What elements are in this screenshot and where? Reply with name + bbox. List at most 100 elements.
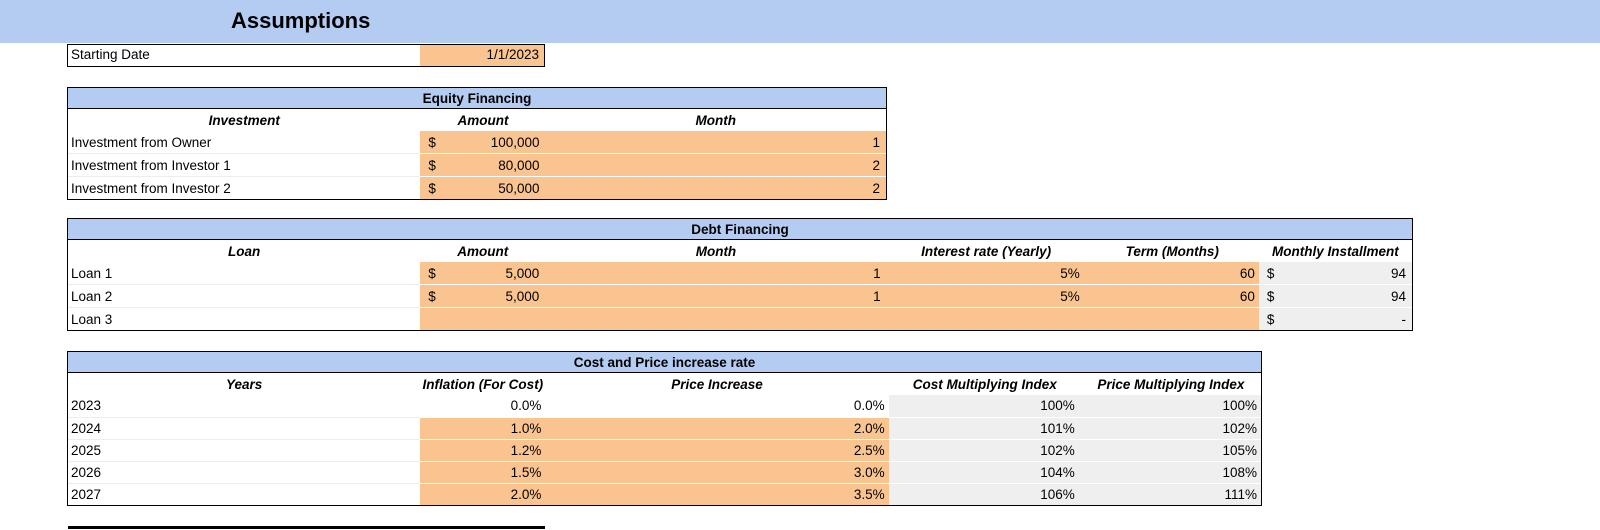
debt-row-1-interest-cell[interactable]: 5% <box>886 262 1086 285</box>
cost-row-2023: 2023 0.0% 0.0% 100% 100% <box>68 395 1261 417</box>
cost-row-2025-cost-index-cell[interactable]: 102% <box>888 438 1081 461</box>
debt-row-3-installment-cell[interactable]: $ - <box>1258 307 1412 330</box>
cost-row-2027: 2027 2.0% 3.5% 106% 111% <box>68 482 1261 505</box>
debt-row-2-interest-cell[interactable]: 5% <box>886 284 1086 308</box>
cost-row-2025: 2025 1.2% 2.5% 102% 105% <box>68 438 1261 461</box>
debt-row-1-installment-cell[interactable]: $94 <box>1258 262 1412 285</box>
debt-row-1-amount-cell[interactable]: $5,000 <box>420 262 546 285</box>
currency-symbol: $ <box>428 134 436 150</box>
cost-row-2023-price-index-cell[interactable]: 100% <box>1080 395 1261 417</box>
debt-col-amount: Amount <box>457 243 509 259</box>
amount-value: 50,000 <box>498 180 540 196</box>
cost-col-price-index: Price Multiplying Index <box>1097 376 1245 392</box>
installment-value: - <box>1401 311 1407 327</box>
equity-row-3-label-cell[interactable]: Investment from Investor 2 <box>68 176 421 199</box>
cost-price-title: Cost and Price increase rate <box>68 352 1261 373</box>
debt-row-2-label-cell[interactable]: Loan 2 <box>68 284 421 308</box>
starting-date-value-cell[interactable]: 1/1/2023 <box>420 45 544 66</box>
debt-row-2-term-cell[interactable]: 60 <box>1085 284 1259 308</box>
currency-symbol: $ <box>428 157 436 173</box>
amount-value: 80,000 <box>498 157 540 173</box>
currency-symbol: $ <box>428 265 436 281</box>
debt-row-3-label-cell[interactable]: Loan 3 <box>68 307 421 330</box>
debt-row-2-amount-cell[interactable]: $5,000 <box>420 284 546 308</box>
equity-column-header-row: Investment Amount Month <box>68 109 886 131</box>
page-title: Assumptions <box>231 8 371 33</box>
cost-row-2024: 2024 1.0% 2.0% 101% 102% <box>68 416 1261 439</box>
amount-value: 5,000 <box>505 265 540 281</box>
debt-row-1-label-cell[interactable]: Loan 1 <box>71 265 113 281</box>
debt-row-3-term-cell[interactable] <box>1085 307 1259 330</box>
debt-col-month: Month <box>695 243 737 259</box>
cost-row-2026-cost-index-cell[interactable]: 104% <box>888 460 1081 483</box>
cost-row-2027-price-increase-cell[interactable]: 3.5% <box>545 482 889 505</box>
cost-row-2024-inflation-cell[interactable]: 1.0% <box>420 416 546 439</box>
debt-row-1-term-cell[interactable]: 60 <box>1085 262 1259 285</box>
debt-col-interest-rate: Interest rate (Yearly) <box>921 243 1052 259</box>
debt-col-loan: Loan <box>228 243 261 259</box>
currency-symbol: $ <box>1266 265 1275 281</box>
cost-row-2026: 2026 1.5% 3.0% 104% 108% <box>68 460 1261 483</box>
debt-row-3-interest-cell[interactable] <box>886 307 1086 330</box>
cost-row-2024-price-index-cell[interactable]: 102% <box>1080 416 1261 439</box>
currency-symbol: $ <box>1266 311 1275 327</box>
cost-row-2025-price-increase-cell[interactable]: 2.5% <box>545 438 889 461</box>
cost-row-2023-cost-index-cell[interactable]: 100% <box>888 395 1081 417</box>
debt-column-header-row: Loan Amount Month Interest rate (Yearly)… <box>68 240 1412 262</box>
currency-symbol: $ <box>428 180 436 196</box>
starting-date-label-cell[interactable]: Starting Date <box>68 45 420 66</box>
installment-value: 94 <box>1390 288 1406 304</box>
debt-row-2-installment-cell[interactable]: $94 <box>1258 284 1412 308</box>
debt-col-monthly-installment: Monthly Installment <box>1272 243 1399 259</box>
amount-value: 100,000 <box>490 134 540 150</box>
equity-row-1-label-cell[interactable]: Investment from Owner <box>71 134 212 150</box>
next-table-top-border <box>68 526 545 529</box>
debt-row-2-month-cell[interactable]: 1 <box>545 284 887 308</box>
cost-row-2026-price-increase-cell[interactable]: 3.0% <box>545 460 889 483</box>
cost-row-2025-year-cell[interactable]: 2025 <box>68 438 421 461</box>
debt-row-2: Loan 2 $5,000 1 5% 60 $94 <box>68 284 1412 308</box>
equity-col-amount: Amount <box>457 112 509 128</box>
cost-row-2024-cost-index-cell[interactable]: 101% <box>888 416 1081 439</box>
cost-row-2027-price-index-cell[interactable]: 111% <box>1080 482 1261 505</box>
cost-price-column-header-row: Years Inflation (For Cost) Price Increas… <box>68 373 1261 395</box>
currency-symbol: $ <box>428 288 436 304</box>
equity-row-1: Investment from Owner $100,000 1 <box>68 131 886 154</box>
cost-row-2027-cost-index-cell[interactable]: 106% <box>888 482 1081 505</box>
equity-financing-title: Equity Financing <box>68 88 886 109</box>
cost-row-2026-year-cell[interactable]: 2026 <box>68 460 421 483</box>
equity-col-investment: Investment <box>208 112 280 128</box>
debt-row-3: Loan 3 $ - <box>68 307 1412 330</box>
cost-row-2027-year-cell[interactable]: 2027 <box>68 482 421 505</box>
equity-row-2-label-cell[interactable]: Investment from Investor 1 <box>68 153 421 177</box>
cost-row-2026-price-index-cell[interactable]: 108% <box>1080 460 1261 483</box>
cost-col-cost-index: Cost Multiplying Index <box>912 376 1057 392</box>
equity-row-1-amount-cell[interactable]: $100,000 <box>420 131 546 154</box>
installment-value: 94 <box>1390 265 1406 281</box>
cost-row-2023-inflation-cell[interactable]: 0.0% <box>510 398 542 414</box>
equity-row-3-month-cell[interactable]: 2 <box>545 176 886 199</box>
cost-row-2026-inflation-cell[interactable]: 1.5% <box>420 460 546 483</box>
equity-row-1-month-cell[interactable]: 1 <box>545 131 886 154</box>
cost-row-2024-price-increase-cell[interactable]: 2.0% <box>545 416 889 439</box>
equity-row-2: Investment from Investor 1 $80,000 2 <box>68 153 886 177</box>
equity-row-2-month-cell[interactable]: 2 <box>545 153 886 177</box>
equity-row-2-amount-cell[interactable]: $80,000 <box>420 153 546 177</box>
cost-row-2027-inflation-cell[interactable]: 2.0% <box>420 482 546 505</box>
debt-row-3-month-cell[interactable] <box>545 307 887 330</box>
cost-row-2023-price-increase-cell[interactable]: 0.0% <box>853 398 885 414</box>
equity-row-3: Investment from Investor 2 $50,000 2 <box>68 176 886 199</box>
cost-row-2024-year-cell[interactable]: 2024 <box>68 416 421 439</box>
debt-row-1-month-cell[interactable]: 1 <box>545 262 887 285</box>
equity-row-3-amount-cell[interactable]: $50,000 <box>420 176 546 199</box>
cost-col-inflation: Inflation (For Cost) <box>422 376 544 392</box>
cost-row-2025-inflation-cell[interactable]: 1.2% <box>420 438 546 461</box>
debt-financing-title: Debt Financing <box>68 219 1412 240</box>
sheet-title-banner: Assumptions <box>0 0 1600 43</box>
cost-row-2023-year-cell[interactable]: 2023 <box>71 398 102 414</box>
cost-row-2025-price-index-cell[interactable]: 105% <box>1080 438 1261 461</box>
cost-price-table: Cost and Price increase rate Years Infla… <box>67 351 1262 506</box>
starting-date-row: Starting Date 1/1/2023 <box>67 44 545 67</box>
debt-row-3-amount-cell[interactable] <box>420 307 546 330</box>
